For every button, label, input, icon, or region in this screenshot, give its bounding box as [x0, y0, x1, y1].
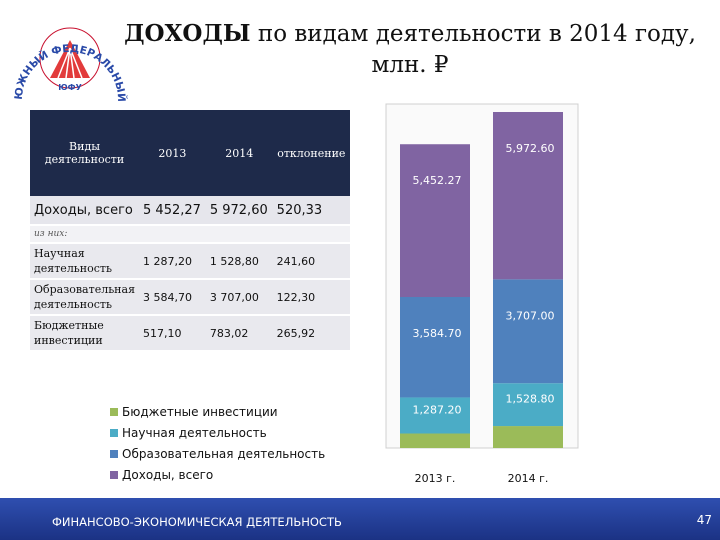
cell: 265,92	[272, 315, 350, 352]
page-number: 47	[696, 513, 712, 527]
bar-segment	[400, 397, 470, 434]
cell: 1 287,20	[139, 243, 206, 280]
legend-label: Бюджетные инвестиции	[122, 405, 278, 419]
legend-swatch	[110, 471, 118, 479]
logo-abbr: ЮФУ	[58, 83, 82, 92]
data-label: 5,452.27	[413, 174, 462, 187]
logo-rays	[57, 47, 83, 79]
cell: 122,30	[272, 279, 350, 316]
header-cell: 2014	[205, 110, 273, 196]
table-header: Виды деятельности 2013 2014 отклонение	[30, 110, 350, 196]
x-tick-label: 2013 г.	[415, 472, 456, 485]
title-bold: ДОХОДЫ	[124, 20, 251, 47]
cell: Образовательная деятельность	[30, 279, 140, 316]
legend-label: Образовательная деятельность	[122, 447, 325, 461]
income-table: Виды деятельности 2013 2014 отклонение Д…	[30, 110, 350, 352]
cell: 1 528,80	[205, 243, 273, 280]
bar-segment	[493, 279, 563, 384]
data-label: 1,287.20	[413, 404, 462, 417]
cell: 5 452,27	[139, 196, 206, 226]
legend-label: Научная деятельность	[122, 426, 267, 440]
data-label: 3,707.00	[506, 309, 555, 322]
legend-swatch	[110, 450, 118, 458]
bar-segment	[493, 426, 563, 448]
bar-segment	[400, 433, 470, 448]
cell: 241,60	[272, 243, 350, 280]
footer: ФИНАНСОВО-ЭКОНОМИЧЕСКАЯ ДЕЯТЕЛЬНОСТЬ 47	[0, 498, 720, 540]
legend-label: Доходы, всего	[122, 468, 213, 482]
data-label: 1,528.80	[506, 392, 555, 405]
cell: Научная деятельность	[30, 243, 140, 280]
header-cell: отклонение	[272, 110, 350, 196]
cell: из них:	[30, 225, 350, 244]
logo: ЮЖНЫЙ ФЕДЕРАЛЬНЫЙ УНИВЕРСИТЕТ ЮФУ	[0, 0, 128, 102]
cell: Доходы, всего	[30, 196, 140, 226]
data-label: 5,972.60	[506, 142, 555, 155]
footer-text: ФИНАНСОВО-ЭКОНОМИЧЕСКАЯ ДЕЯТЕЛЬНОСТЬ	[52, 515, 342, 529]
cell: 3 584,70	[139, 279, 206, 316]
table-row: Образовательная деятельность 3 584,70 3 …	[30, 279, 350, 316]
chart: ЮЖНЫЙ ФЕДЕРАЛЬНЫЙ УНИВЕРСИТЕТ ЮФУ 1,287.…	[0, 0, 579, 485]
header-cell: 2013	[139, 110, 206, 196]
legend-swatch	[110, 408, 118, 416]
table-row: Научная деятельность 1 287,20 1 528,80 2…	[30, 243, 350, 280]
slide-title: ДОХОДЫ по видам деятельности в 2014 году…	[120, 18, 700, 81]
cell: 5 972,60	[205, 196, 273, 226]
legend-swatch	[110, 429, 118, 437]
data-label: 3,584.70	[413, 327, 462, 340]
bar-segment	[493, 383, 563, 427]
logo-emblem	[50, 40, 90, 78]
bar-segment	[400, 297, 470, 398]
bar-segment	[493, 112, 563, 280]
table-subheader: из них:	[30, 225, 350, 244]
x-tick-label: 2014 г.	[508, 472, 549, 485]
table-row: Доходы, всего 5 452,27 5 972,60 520,33	[30, 196, 350, 226]
table-row: Бюджетные инвестиции 517,10 783,02 265,9…	[30, 315, 350, 352]
title-text: по видам деятельности в 2014 году, млн. …	[257, 21, 696, 78]
bar-segment	[400, 144, 470, 298]
cell: 3 707,00	[205, 279, 273, 316]
cell: 517,10	[139, 315, 206, 352]
cell: 520,33	[272, 196, 350, 226]
cell: 783,02	[205, 315, 273, 352]
cell: Бюджетные инвестиции	[30, 315, 140, 352]
header-cell: Виды деятельности	[30, 110, 140, 196]
